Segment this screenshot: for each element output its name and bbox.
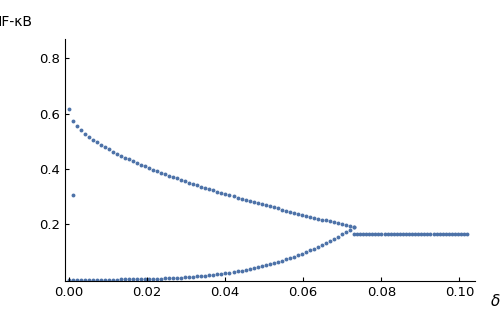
Y-axis label: NF-κB: NF-κB: [0, 15, 32, 29]
X-axis label: δ: δ: [491, 294, 500, 309]
